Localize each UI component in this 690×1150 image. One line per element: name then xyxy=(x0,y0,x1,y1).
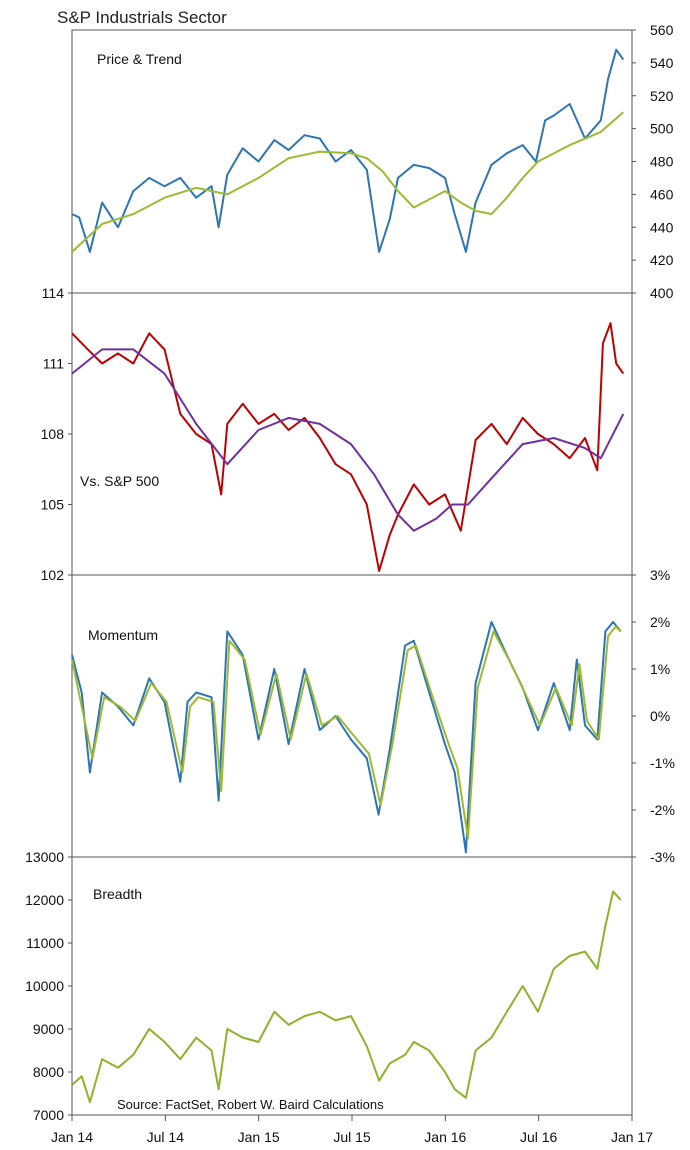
series-price-line xyxy=(71,48,625,253)
y-tick-label: 2% xyxy=(650,614,670,630)
y-tick-label: 111 xyxy=(43,356,64,372)
y-tick-label: -2% xyxy=(650,802,675,818)
y-tick-label: 105 xyxy=(41,497,65,513)
x-tick-label: Jul 15 xyxy=(333,1129,371,1145)
x-tick-label: Jan 16 xyxy=(424,1129,466,1145)
y-tick-label: 7000 xyxy=(33,1107,64,1123)
y-tick-label: 0% xyxy=(650,708,670,724)
y-tick-label: 480 xyxy=(650,154,674,170)
y-tick-label: -1% xyxy=(650,755,675,771)
series-momentum-line xyxy=(71,621,622,854)
x-tick-label: Jan 14 xyxy=(51,1129,93,1145)
chart-title: S&P Industrials Sector xyxy=(57,8,227,27)
x-axis: Jan 14 Jul 14 Jan 15 Jul 15 Jan 16 Jul 16 Jan … xyxy=(51,1115,653,1145)
y-tick-label: 114 xyxy=(42,285,65,301)
x-tick-label: Jan 15 xyxy=(238,1129,280,1145)
y-tick-label: 560 xyxy=(650,22,674,38)
y-tick-label: 8000 xyxy=(33,1064,64,1080)
panel-label: Momentum xyxy=(88,627,158,643)
y-tick-label: 3% xyxy=(650,567,670,583)
y-tick-label: 420 xyxy=(650,252,674,268)
y-tick-label: 12000 xyxy=(25,892,64,908)
series-breadth-line xyxy=(71,890,622,1104)
panel-label: Vs. S&P 500 xyxy=(80,473,159,489)
chart-panels: 560 540 520 500 480 460 440 420 400 Price & Trend… xyxy=(25,22,675,1123)
y-tick-label: 520 xyxy=(650,88,674,104)
panel-frame xyxy=(71,29,633,294)
x-tick-label: Jul 14 xyxy=(147,1129,185,1145)
panel-frame xyxy=(71,292,633,576)
y-tick-label: 10000 xyxy=(25,978,64,994)
y-tick-label: 400 xyxy=(650,285,674,301)
y-tick-label: 440 xyxy=(650,219,674,235)
y-tick-label: 13000 xyxy=(25,849,64,865)
series-relative-line xyxy=(71,322,625,572)
y-tick-label: 500 xyxy=(650,121,674,137)
x-tick-label: Jan 17 xyxy=(611,1129,653,1145)
y-tick-label: 1% xyxy=(650,661,670,677)
y-tick-label: 9000 xyxy=(33,1021,64,1037)
panel-label: Breadth xyxy=(93,886,142,902)
y-tick-label: 460 xyxy=(650,186,674,202)
panel-breadth: 13000 12000 11000 10000 9000 8000 7000 Breadth xyxy=(25,849,633,1123)
y-tick-label: 540 xyxy=(650,55,674,71)
series-trend-line xyxy=(71,111,624,253)
panel-frame xyxy=(71,574,633,858)
panel-label: Price & Trend xyxy=(97,51,182,67)
panel-vs-s-p-500: 114 111 108 105 102 Vs. S&P 500 xyxy=(41,285,633,583)
series-signal-line xyxy=(71,625,622,840)
panel-momentum: 3% 2% 1% 0% -1% -2% -3% Momentum xyxy=(71,567,675,865)
source-note: Source: FactSet, Robert W. Baird Calcula… xyxy=(117,1097,384,1112)
y-tick-label: -3% xyxy=(650,849,675,865)
y-tick-label: 108 xyxy=(41,426,65,442)
y-tick-label: 11000 xyxy=(26,935,64,951)
y-tick-label: 102 xyxy=(41,567,65,583)
panel-price-trend: 560 540 520 500 480 460 440 420 400 Price & Trend xyxy=(71,22,674,301)
x-tick-label: Jul 16 xyxy=(520,1129,558,1145)
series-trend-line xyxy=(71,348,625,532)
